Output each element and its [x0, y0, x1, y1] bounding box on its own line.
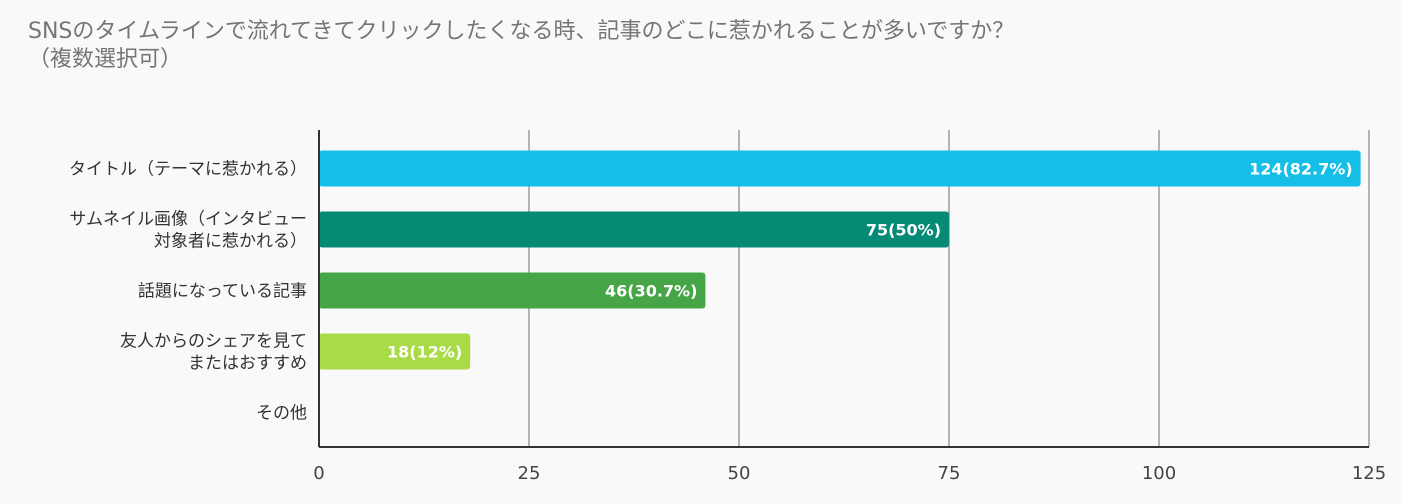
- bar: [319, 211, 949, 248]
- category-label: タイトル（テーマに惹かれる）: [69, 160, 307, 180]
- bar-data-label: 46(30.7%): [605, 282, 697, 301]
- x-tick-label: 125: [1352, 463, 1386, 484]
- labels: 0 25 50 75 100 125 124(82.7%) タイトル（テーマに惹かれる） 75(…: [69, 160, 1386, 485]
- axes: [318, 130, 1369, 448]
- category-label: 対象者に惹かれる）: [154, 232, 307, 252]
- category-label: その他: [256, 404, 307, 424]
- chart-title: SNSのタイムラインで流れてきてクリックしたくなる時、記事のどこに惹かれることが…: [28, 19, 1015, 72]
- x-tick-label: 0: [313, 463, 324, 484]
- bar-data-label: 18(12%): [387, 343, 462, 362]
- x-tick-label: 50: [728, 463, 751, 484]
- category-label: 話題になっている記事: [138, 282, 307, 302]
- x-tick-label: 75: [938, 463, 961, 484]
- bar: [319, 272, 706, 309]
- bar: [319, 333, 471, 370]
- bars: [319, 150, 1361, 370]
- bar: [319, 150, 1361, 187]
- category-label: サムネイル画像（インタビュー: [69, 210, 307, 230]
- category-label: またはおすすめ: [188, 354, 307, 374]
- x-tick-label: 100: [1142, 463, 1176, 484]
- bar-data-label: 75(50%): [866, 221, 941, 240]
- bar-data-label: 124(82.7%): [1249, 160, 1353, 179]
- category-label: 友人からのシェアを見て: [120, 332, 307, 352]
- x-tick-label: 25: [518, 463, 541, 484]
